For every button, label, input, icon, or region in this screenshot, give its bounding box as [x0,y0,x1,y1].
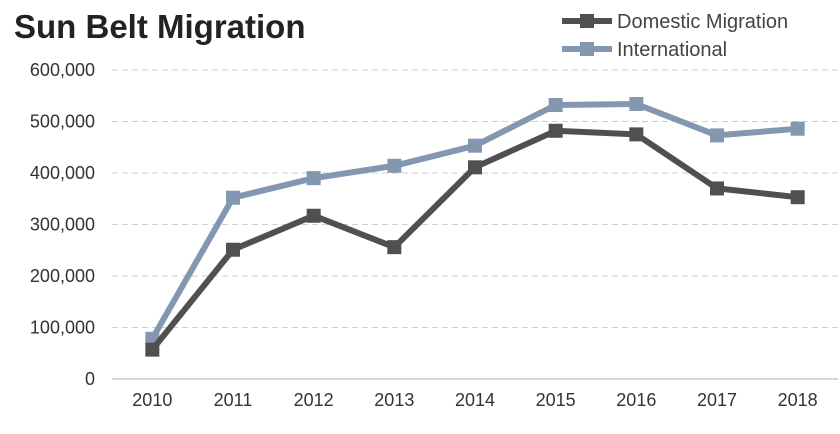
y-axis-ticks: 0 100,000 200,000 300,000 400,000 500,000 600,… [30,60,95,389]
data-point-domestic-migration [306,208,321,223]
x-tick-label: 2018 [778,390,818,410]
data-point-international [306,171,321,186]
grid [112,69,838,380]
legend-marker-international [580,42,594,56]
data-point-domestic-migration [629,127,644,142]
y-tick-label: 600,000 [30,60,95,80]
legend-label-domestic: Domestic Migration [617,11,788,33]
legend-label-international: International [617,39,727,61]
legend: Domestic Migration International [562,11,788,61]
data-point-international [790,121,805,136]
x-tick-label: 2015 [536,390,576,410]
y-tick-label: 200,000 [30,266,95,286]
data-point-domestic-migration [226,242,240,257]
data-point-domestic-migration [710,181,724,196]
chart-title: Sun Belt Migration [14,8,306,45]
legend-item-international: International [562,39,727,61]
series [145,96,805,357]
x-tick-label: 2017 [697,390,737,410]
x-tick-label: 2012 [294,390,334,410]
y-tick-label: 100,000 [30,318,95,338]
data-point-international [468,138,482,153]
data-point-domestic-migration [468,160,482,175]
data-point-international [226,190,240,205]
y-tick-label: 0 [85,369,95,389]
data-point-international [710,128,724,143]
y-tick-label: 300,000 [30,215,95,235]
data-point-international [629,96,644,111]
x-tick-label: 2010 [132,390,172,410]
legend-item-domestic: Domestic Migration [562,11,788,33]
data-point-domestic-migration [145,342,160,357]
x-tick-label: 2016 [616,390,656,410]
data-point-domestic-migration [548,123,563,138]
x-axis-ticks: 2010 2011 2012 2013 2014 2015 2016 2017 2018 [132,390,817,410]
legend-marker-domestic [580,14,594,28]
y-tick-label: 400,000 [30,163,95,183]
x-tick-label: 2014 [455,390,495,410]
data-point-domestic-migration [790,190,805,205]
x-tick-label: 2013 [374,390,414,410]
data-point-domestic-migration [387,240,402,255]
x-tick-label: 2011 [214,390,253,410]
data-point-international [548,98,563,113]
data-point-international [387,158,402,173]
y-tick-label: 500,000 [30,112,95,132]
